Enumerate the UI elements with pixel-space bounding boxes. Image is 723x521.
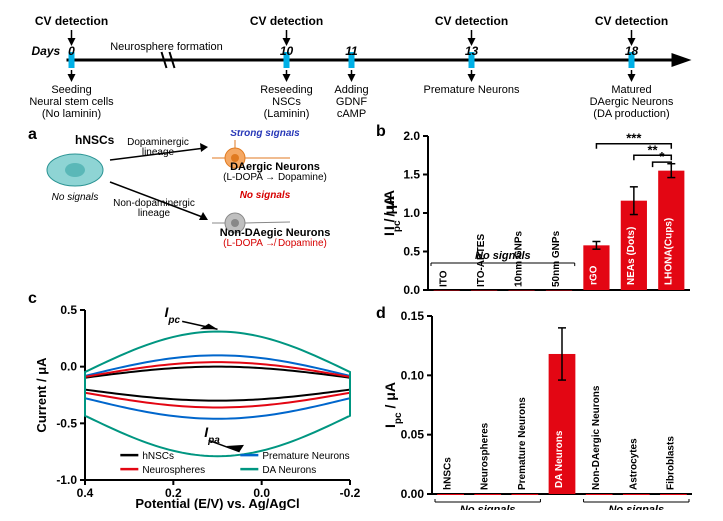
svg-text:Current / μA: Current / μA bbox=[34, 357, 49, 433]
svg-text:No signals: No signals bbox=[475, 250, 531, 262]
svg-text:CV detection: CV detection bbox=[35, 14, 108, 28]
svg-text:**: ** bbox=[648, 142, 659, 157]
svg-text:Astrocytes: Astrocytes bbox=[628, 438, 639, 490]
svg-text:Neurospheres: Neurospheres bbox=[480, 422, 491, 490]
svg-text:1.5: 1.5 bbox=[403, 168, 420, 182]
svg-text:-1.0: -1.0 bbox=[56, 473, 77, 487]
svg-text:10: 10 bbox=[280, 44, 294, 58]
svg-text:NSCs: NSCs bbox=[272, 96, 301, 108]
nosig-right: No signals bbox=[240, 190, 291, 201]
svg-text:0.15: 0.15 bbox=[401, 310, 425, 323]
timeline-days-label: Days bbox=[32, 44, 61, 58]
svg-text:11: 11 bbox=[345, 44, 358, 58]
svg-text:(No laminin): (No laminin) bbox=[42, 108, 101, 120]
panel-b-tag: b bbox=[376, 123, 386, 141]
svg-text:DAergic Neurons: DAergic Neurons bbox=[590, 96, 674, 108]
svg-text:DA Neurons: DA Neurons bbox=[554, 430, 565, 488]
svg-text:No signals: No signals bbox=[608, 504, 664, 510]
svg-text:1.0: 1.0 bbox=[403, 206, 420, 220]
svg-text:-0.2: -0.2 bbox=[340, 486, 360, 500]
svg-text:hNSCs: hNSCs bbox=[443, 457, 454, 490]
panel-c-tag: c bbox=[28, 290, 37, 308]
tl-event-10: CV detection 10 Reseeding NSCs (Laminin) bbox=[250, 14, 323, 120]
panel-b-chart: 0.00.51.01.52.0I / μAIpc / μAITOITO-APTE… bbox=[380, 128, 700, 298]
svg-text:CV detection: CV detection bbox=[595, 14, 668, 28]
svg-text:Adding: Adding bbox=[334, 84, 368, 96]
svg-text:lineage: lineage bbox=[138, 208, 171, 219]
svg-text:0.5: 0.5 bbox=[403, 245, 420, 259]
svg-text:2.0: 2.0 bbox=[403, 129, 420, 143]
svg-text:GDNF: GDNF bbox=[336, 96, 367, 108]
panel-c-cv: -1.0-0.50.00.5-0.20.00.20.4Potential (E/… bbox=[30, 300, 360, 510]
hnscs-label: hNSCs bbox=[75, 133, 115, 147]
svg-text:Premature Neurons: Premature Neurons bbox=[424, 84, 520, 96]
svg-text:NEAs (Dots): NEAs (Dots) bbox=[626, 227, 637, 285]
svg-text:18: 18 bbox=[625, 44, 639, 58]
svg-text:rGO: rGO bbox=[588, 265, 599, 285]
svg-text:LHONA(Cups): LHONA(Cups) bbox=[663, 218, 674, 285]
svg-text:0: 0 bbox=[68, 44, 75, 58]
tl-event-11: 11 Adding GDNF cAMP bbox=[334, 44, 368, 120]
svg-text:(Laminin): (Laminin) bbox=[264, 108, 310, 120]
svg-text:0.00: 0.00 bbox=[401, 487, 425, 501]
panel-a-schematic: hNSCs No signals Dopaminergic lineage No… bbox=[30, 130, 350, 250]
nosig-left: No signals bbox=[52, 192, 99, 203]
da-neurons-sub: (L-DOPA → Dopamine) bbox=[223, 172, 327, 183]
svg-text:Matured: Matured bbox=[611, 84, 651, 96]
svg-text:No signals: No signals bbox=[460, 504, 516, 510]
svg-text:DA Neurons: DA Neurons bbox=[262, 465, 316, 476]
svg-text:0.10: 0.10 bbox=[401, 368, 425, 382]
svg-text:0.4: 0.4 bbox=[77, 486, 94, 500]
svg-text:Seeding: Seeding bbox=[51, 84, 91, 96]
tl-event-13: CV detection 13 Premature Neurons bbox=[424, 14, 520, 96]
svg-text:0.5: 0.5 bbox=[60, 303, 77, 317]
svg-text:cAMP: cAMP bbox=[337, 108, 366, 120]
svg-text:ITO: ITO bbox=[439, 270, 450, 287]
svg-text:Ipc / μA: Ipc / μA bbox=[382, 382, 404, 428]
tl-event-18: CV detection 18 Matured DAergic Neurons … bbox=[590, 14, 674, 120]
timeline: Days CV detection 0 Seeding Neural stem … bbox=[30, 10, 703, 120]
svg-text:Days: Days bbox=[32, 44, 61, 58]
svg-text:(DA production): (DA production) bbox=[593, 108, 669, 120]
svg-text:50nm GNPs: 50nm GNPs bbox=[551, 230, 562, 287]
neurosphere-label: Neurosphere formation bbox=[110, 41, 223, 53]
svg-text:Fibroblasts: Fibroblasts bbox=[665, 436, 676, 490]
svg-text:Neural stem cells: Neural stem cells bbox=[30, 96, 114, 108]
svg-text:lineage: lineage bbox=[142, 147, 175, 158]
svg-text:Neurospheres: Neurospheres bbox=[142, 465, 205, 476]
svg-text:Non-DAergic Neurons: Non-DAergic Neurons bbox=[591, 385, 602, 490]
strong-signals: Strong signals bbox=[230, 130, 300, 139]
svg-text:***: *** bbox=[626, 131, 642, 146]
svg-text:Ipc: Ipc bbox=[165, 304, 181, 326]
svg-text:13: 13 bbox=[465, 44, 479, 58]
svg-text:Premature Neurons: Premature Neurons bbox=[517, 397, 528, 490]
svg-text:0.0: 0.0 bbox=[403, 283, 420, 297]
svg-text:Potential (E/V) vs. Ag/AgCl: Potential (E/V) vs. Ag/AgCl bbox=[135, 496, 299, 510]
svg-text:hNSCs: hNSCs bbox=[142, 451, 174, 462]
svg-text:0.05: 0.05 bbox=[401, 428, 425, 442]
panel-d-chart: 0.00 0.05 0.10 0.15 Ipc / μA hNSCs Neurosphere… bbox=[380, 310, 700, 510]
panel-a-tag: a bbox=[28, 126, 37, 144]
nonda-sub: (L-DOPA ↛ Dopamine) bbox=[223, 237, 327, 249]
tl-event-0: CV detection 0 Seeding Neural stem cells… bbox=[30, 14, 114, 120]
svg-text:CV detection: CV detection bbox=[250, 14, 323, 28]
svg-text:Premature Neurons: Premature Neurons bbox=[262, 451, 349, 462]
svg-text:CV detection: CV detection bbox=[435, 14, 508, 28]
svg-text:Reseeding: Reseeding bbox=[260, 84, 313, 96]
panel-d-tag: d bbox=[376, 305, 386, 323]
svg-text:0.0: 0.0 bbox=[60, 360, 77, 374]
svg-text:-0.5: -0.5 bbox=[56, 416, 77, 430]
